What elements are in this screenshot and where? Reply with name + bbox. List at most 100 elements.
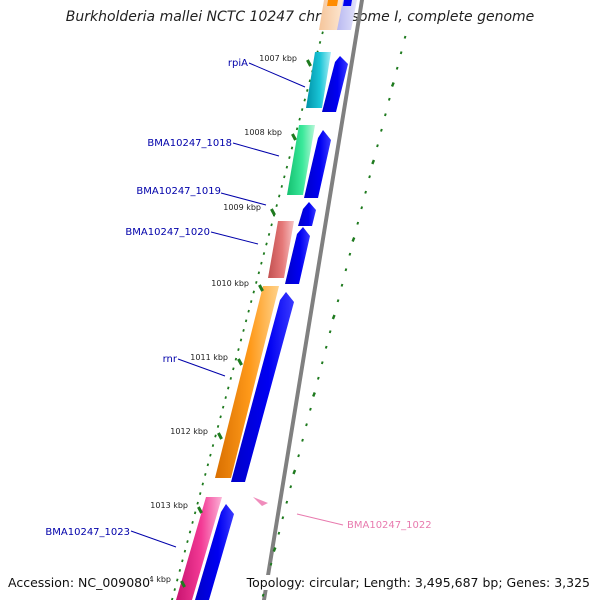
chromosome-backbone — [262, 0, 364, 600]
kbp-tick-label: 1012 kbp — [170, 427, 208, 436]
feature-orange-top[interactable] — [327, 0, 338, 6]
ruler-tick — [249, 300, 253, 304]
gene-leader-line — [130, 530, 177, 548]
cds-1020-arrow[interactable] — [285, 227, 310, 284]
ruler-dot — [371, 159, 376, 165]
ruler-tick — [227, 386, 230, 390]
kbp-tick-label: 1010 kbp — [211, 279, 249, 288]
ruler-tick — [229, 376, 233, 380]
ruler-tick — [214, 434, 217, 438]
ruler-dot — [331, 314, 336, 320]
kbp-tick-mark — [217, 432, 223, 440]
ruler-tick — [191, 520, 194, 524]
ruler-tick — [171, 597, 174, 600]
ruler-tick — [270, 223, 273, 227]
ruler-tick — [300, 108, 304, 112]
feature-BMA10247_1018[interactable] — [287, 125, 315, 195]
ruler-dot — [328, 330, 332, 334]
ruler-tick — [257, 271, 261, 275]
gene-leader-line — [232, 142, 280, 157]
accession-text: Accession: NC_009080 — [8, 575, 151, 590]
ruler-dot — [344, 268, 348, 272]
cds-top-lavender[interactable] — [337, 0, 357, 30]
ruler-tick — [232, 367, 235, 371]
ruler-tick — [283, 175, 286, 179]
ruler-dot — [277, 531, 281, 535]
ruler-dot — [380, 128, 383, 132]
feature-rnr[interactable] — [215, 286, 279, 478]
ruler-dot — [285, 500, 289, 504]
ruler-dot — [301, 438, 304, 442]
ruler-dot — [336, 299, 340, 303]
inner-ruler — [171, 21, 327, 600]
kbp-tick-mark — [180, 580, 186, 588]
ruler-tick — [176, 578, 179, 582]
ruler-dot — [360, 206, 364, 210]
ruler-dot — [403, 35, 407, 39]
ruler-tick — [234, 357, 238, 361]
gene-label-bma10247_1019[interactable]: BMA10247_1019 — [136, 186, 221, 197]
gene-label-bma10247_1020[interactable]: BMA10247_1020 — [125, 227, 210, 238]
cds-1019-arrow[interactable] — [298, 202, 316, 226]
ruler-tick — [267, 232, 271, 236]
gene-labels: rpiA BMA10247_1018 BMA10247_1019 BMA10247_1… — [45, 58, 432, 548]
feature-peach[interactable] — [319, 0, 344, 30]
ruler-dot — [289, 485, 293, 489]
ruler-tick — [262, 252, 266, 256]
ruler-tick — [173, 588, 176, 592]
ruler-tick — [183, 549, 187, 553]
ruler-dot — [292, 469, 297, 475]
ruler-tick — [201, 482, 204, 486]
ruler-dot — [351, 237, 356, 242]
ruler-dot — [387, 97, 391, 101]
ruler-tick — [295, 127, 299, 131]
gene-label-bma10247_1018[interactable]: BMA10247_1018 — [147, 138, 232, 149]
cds-rpiA-arrow[interactable] — [322, 56, 348, 112]
ruler-tick — [186, 540, 189, 544]
gene-leader-line — [248, 62, 306, 88]
gene-leader-line — [296, 513, 344, 526]
kbp-tick-label: 1014 kbp — [133, 575, 171, 584]
ruler-tick — [204, 472, 207, 476]
ruler-tick — [290, 146, 294, 150]
kbp-tick-label: 1008 kbp — [244, 128, 282, 137]
gene-label-rnr[interactable]: rnr — [163, 354, 178, 365]
feature-rpiA[interactable] — [306, 52, 331, 108]
ruler-dot — [316, 376, 320, 380]
feature-BMA10247_1020[interactable] — [268, 221, 294, 278]
cds-rnr-arrow[interactable] — [231, 292, 294, 482]
ruler-dot — [356, 221, 360, 225]
feature-BMA10247_1022[interactable] — [253, 497, 268, 506]
ruler-dot — [364, 190, 367, 194]
kbp-tick-mark — [258, 284, 264, 292]
ruler-dot — [348, 252, 352, 256]
ruler-dot — [269, 562, 273, 566]
cds-1018-arrow[interactable] — [304, 130, 331, 198]
gene-label-bma10247_1023[interactable]: BMA10247_1023 — [45, 527, 130, 538]
kbp-tick-label: 1009 kbp — [223, 203, 261, 212]
ruler-dot — [320, 361, 324, 365]
ruler-tick — [196, 501, 199, 505]
ruler-tick — [216, 424, 220, 428]
gene-label-rpia[interactable]: rpiA — [228, 58, 248, 69]
kbp-tick-label: 1013 kbp — [150, 501, 188, 510]
ruler-dot — [309, 407, 312, 411]
ruler-dot — [281, 516, 285, 520]
ruler-tick — [318, 40, 322, 44]
gene-leader-line — [210, 231, 259, 245]
ruler-dot — [312, 392, 316, 397]
gene-label-bma10247_1022[interactable]: BMA10247_1022 — [347, 520, 432, 531]
cds-1023-arrow[interactable] — [195, 504, 234, 600]
ruler-tick — [321, 31, 324, 35]
ruler-tick — [224, 396, 227, 400]
kbp-tick-mark — [306, 59, 312, 67]
cds-top-blue[interactable] — [343, 0, 352, 6]
ruler-tick — [239, 338, 243, 342]
feature-BMA10247_1023[interactable] — [176, 497, 222, 600]
ruler-tick — [247, 309, 250, 313]
ruler-tick — [188, 530, 192, 534]
kbp-tick-mark — [291, 133, 297, 141]
ruler-tick — [221, 405, 225, 409]
kbp-scale: 1007 kbp 1008 kbp 1009 kbp 1010 kbp 1011 kbp… — [133, 54, 312, 588]
ruler-tick — [244, 319, 248, 323]
